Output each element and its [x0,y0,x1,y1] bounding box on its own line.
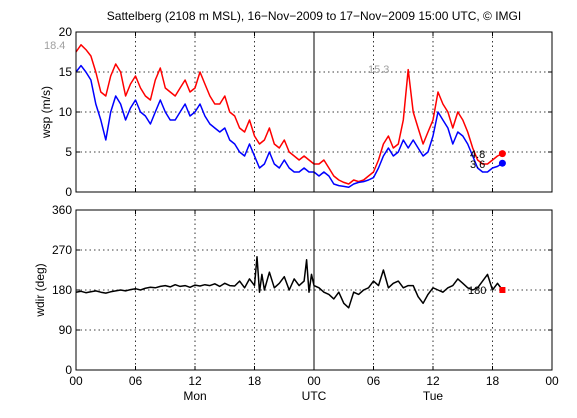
peak-speed-annotation: 15.3 [368,64,389,76]
latest-gust-annotation: 4.8 [470,149,485,161]
x-tick-label: 12 [426,374,440,388]
wind-speed-panel: 0 5 10 15 20 wsp (m/s) 18.4 15.3 4.8 3.6 [39,25,553,199]
day-label-mon: Mon [183,389,206,403]
direction-y-tick-label: 90 [59,323,73,337]
speed-y-tick-label: 10 [59,105,73,119]
direction-series-line-0 [75,255,504,309]
speed-last-point-marker [498,159,506,167]
x-tick-label: 06 [129,374,143,388]
x-tick-label: 18 [248,374,262,388]
day-label-utc: UTC [302,389,327,403]
x-tick-label: 18 [486,374,500,388]
latest-speed-annotation: 3.6 [470,159,485,171]
speed-y-tick-label: 0 [65,185,72,199]
x-tick-label: 06 [367,374,381,388]
day-label-tue: Tue [423,389,444,403]
direction-y-tick-label: 270 [52,243,72,257]
chart-title: Sattelberg (2108 m MSL), 16−Nov−2009 to … [107,9,521,23]
speed-series-line-0 [75,44,503,185]
latest-direction-annotation: 180 [468,285,486,297]
speed-series-line-1 [75,64,503,188]
direction-y-tick-label: 0 [65,363,72,377]
x-tick-label: 00 [69,374,83,388]
wind-direction-axis-label: wdir (deg) [33,263,47,317]
x-tick-label: 00 [545,374,559,388]
direction-last-point-marker [499,287,506,293]
speed-y-tick-label: 20 [59,25,73,39]
direction-y-tick-label: 180 [52,283,72,297]
x-tick-label: 12 [188,374,202,388]
speed-y-tick-label: 15 [59,65,73,79]
max-speed-annotation: 18.4 [44,40,65,52]
wind-speed-axis-label: wsp (m/s) [39,86,53,139]
speed-last-point-marker [498,150,506,158]
speed-y-tick-label: 5 [65,145,72,159]
x-tick-label: 00 [307,374,321,388]
direction-y-tick-label: 360 [52,203,72,217]
